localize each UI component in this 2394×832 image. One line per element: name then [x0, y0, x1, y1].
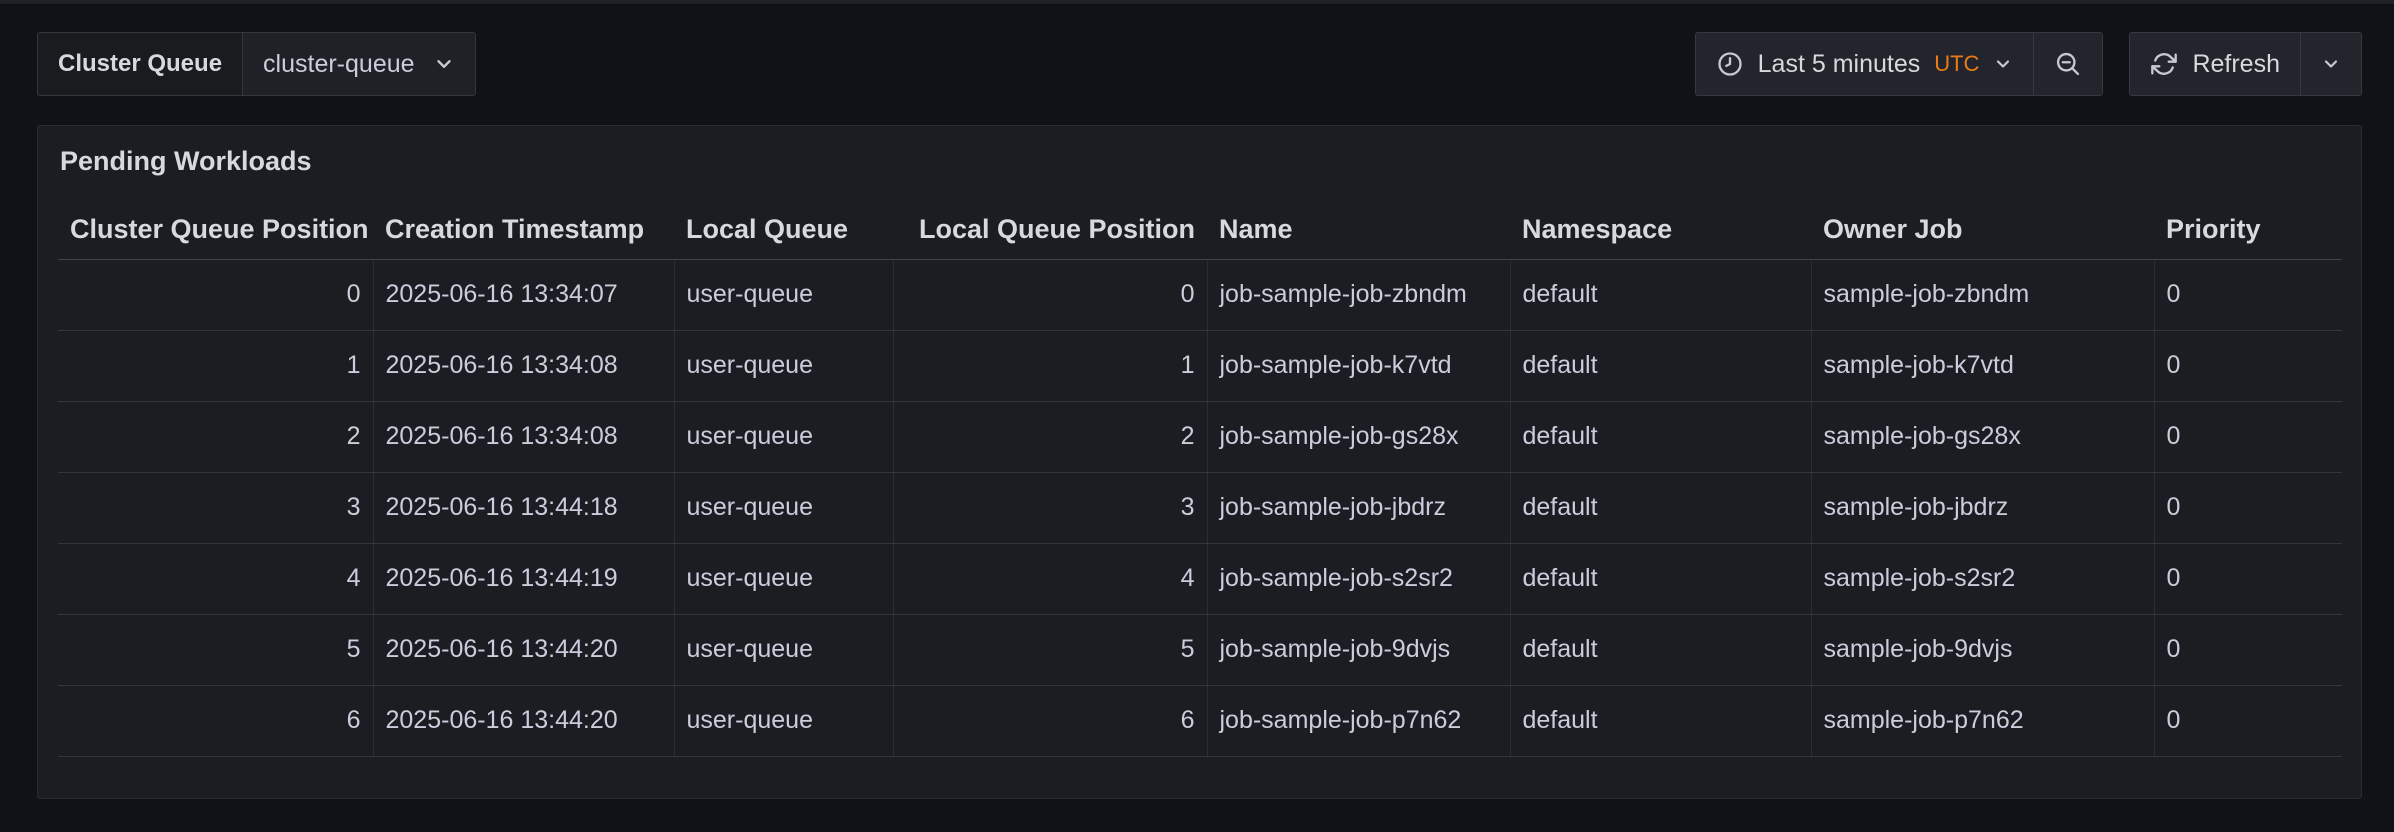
- table-cell: 4: [893, 543, 1208, 615]
- table-cell: job-sample-job-jbdrz: [1207, 472, 1511, 544]
- pending-workloads-panel: Pending Workloads Cluster Queue Position…: [37, 125, 2362, 799]
- time-controls-group: Last 5 minutes UTC: [1694, 32, 2104, 96]
- table-cell: job-sample-job-zbndm: [1207, 259, 1511, 331]
- table-row: 6 2025-06-16 13:44:20 user-queue 6 job-sampl…: [58, 685, 2342, 757]
- chevron-down-icon: [2321, 54, 2341, 74]
- table-cell: user-queue: [674, 614, 894, 686]
- time-range-picker-button[interactable]: Last 5 minutes UTC: [1696, 33, 2034, 95]
- table-cell: job-sample-job-s2sr2: [1207, 543, 1511, 615]
- column-header-local-queue[interactable]: Local Queue: [674, 201, 893, 260]
- table-cell: 2025-06-16 13:34:08: [373, 330, 675, 402]
- table-cell: 0: [2154, 614, 2342, 686]
- table-cell: 2: [58, 401, 374, 473]
- table-cell: 4: [58, 543, 374, 615]
- table-cell: 2025-06-16 13:44:20: [373, 614, 675, 686]
- table-cell: 3: [893, 472, 1208, 544]
- table-cell: 0: [893, 259, 1208, 331]
- table-cell: sample-job-k7vtd: [1811, 330, 2155, 402]
- table-cell: 5: [58, 614, 374, 686]
- table-cell: default: [1510, 543, 1812, 615]
- refresh-button[interactable]: Refresh: [2130, 33, 2300, 95]
- table-cell: 0: [2154, 330, 2342, 402]
- table-cell: 0: [2154, 543, 2342, 615]
- table-cell: default: [1510, 472, 1812, 544]
- dashboard-toolbar: Cluster Queue cluster-queue Last 5 minut…: [37, 32, 2362, 96]
- timezone-label: UTC: [1934, 51, 1980, 76]
- table-cell: default: [1510, 330, 1812, 402]
- table-cell: user-queue: [674, 543, 894, 615]
- table-cell: sample-job-jbdrz: [1811, 472, 2155, 544]
- table-cell: user-queue: [674, 472, 894, 544]
- table-cell: job-sample-job-gs28x: [1207, 401, 1511, 473]
- table-cell: 0: [2154, 259, 2342, 331]
- table-cell: user-queue: [674, 259, 894, 331]
- table-row: 1 2025-06-16 13:34:08 user-queue 1 job-sampl…: [58, 330, 2342, 402]
- table-cell: 2025-06-16 13:34:08: [373, 401, 675, 473]
- column-header-name[interactable]: Name: [1207, 201, 1510, 260]
- refresh-label: Refresh: [2192, 49, 2280, 78]
- table-cell: 0: [2154, 401, 2342, 473]
- variable-cluster-queue: Cluster Queue cluster-queue: [37, 32, 476, 96]
- refresh-interval-dropdown[interactable]: [2300, 33, 2361, 95]
- table-cell: sample-job-zbndm: [1811, 259, 2155, 331]
- table-row: 3 2025-06-16 13:44:18 user-queue 3 job-sampl…: [58, 472, 2342, 544]
- variable-selected-value: cluster-queue: [263, 49, 415, 78]
- table-cell: user-queue: [674, 401, 894, 473]
- table-cell: default: [1510, 685, 1812, 757]
- nav-bottom-strip: [0, 0, 2394, 5]
- table-cell: 1: [58, 330, 374, 402]
- column-header-owner-job[interactable]: Owner Job: [1811, 201, 2154, 260]
- table-cell: 0: [2154, 472, 2342, 544]
- column-header-namespace[interactable]: Namespace: [1510, 201, 1811, 260]
- table-cell: 2025-06-16 13:44:19: [373, 543, 675, 615]
- table-cell: default: [1510, 259, 1812, 331]
- zoom-out-icon: [2054, 50, 2082, 78]
- zoom-out-button[interactable]: [2033, 33, 2102, 95]
- chevron-down-icon: [1993, 54, 2013, 74]
- table-cell: 6: [893, 685, 1208, 757]
- panel-title[interactable]: Pending Workloads: [60, 146, 312, 176]
- sync-icon: [2150, 50, 2178, 78]
- table-row: 5 2025-06-16 13:44:20 user-queue 5 job-sampl…: [58, 614, 2342, 686]
- table-row: 2 2025-06-16 13:34:08 user-queue 2 job-sampl…: [58, 401, 2342, 473]
- table-cell: sample-job-p7n62: [1811, 685, 2155, 757]
- clock-icon: [1716, 50, 1744, 78]
- toolbar-right: Last 5 minutes UTC Refresh: [1694, 32, 2362, 96]
- column-header-priority[interactable]: Priority: [2154, 201, 2342, 260]
- table-cell: 2025-06-16 13:44:18: [373, 472, 675, 544]
- table-cell: sample-job-9dvjs: [1811, 614, 2155, 686]
- table-body: 0 2025-06-16 13:34:07 user-queue 0 job-sampl…: [58, 259, 2342, 757]
- table-cell: job-sample-job-9dvjs: [1207, 614, 1511, 686]
- pending-workloads-table: Cluster Queue Position Creation Timestamp…: [58, 201, 2342, 757]
- table-cell: default: [1510, 614, 1812, 686]
- chevron-down-icon: [433, 53, 455, 75]
- table-cell: 2025-06-16 13:34:07: [373, 259, 675, 331]
- column-header-cluster-queue-position[interactable]: Cluster Queue Position: [58, 201, 373, 260]
- table-cell: sample-job-gs28x: [1811, 401, 2155, 473]
- table-cell: 2: [893, 401, 1208, 473]
- column-header-local-queue-position[interactable]: Local Queue Position: [893, 201, 1207, 260]
- variable-value-dropdown[interactable]: cluster-queue: [242, 32, 476, 96]
- table-cell: 3: [58, 472, 374, 544]
- column-header-creation-timestamp[interactable]: Creation Timestamp: [373, 201, 674, 260]
- table-cell: user-queue: [674, 330, 894, 402]
- table-cell: 5: [893, 614, 1208, 686]
- table-cell: job-sample-job-p7n62: [1207, 685, 1511, 757]
- table-cell: user-queue: [674, 685, 894, 757]
- table-row: 0 2025-06-16 13:34:07 user-queue 0 job-sampl…: [58, 259, 2342, 331]
- table-row: 4 2025-06-16 13:44:19 user-queue 4 job-sampl…: [58, 543, 2342, 615]
- table-cell: 2025-06-16 13:44:20: [373, 685, 675, 757]
- table-header-row: Cluster Queue Position Creation Timestamp…: [58, 201, 2342, 260]
- time-range-label: Last 5 minutes: [1757, 49, 1921, 78]
- table-cell: sample-job-s2sr2: [1811, 543, 2155, 615]
- table-cell: 1: [893, 330, 1208, 402]
- table-cell: job-sample-job-k7vtd: [1207, 330, 1511, 402]
- table-cell: default: [1510, 401, 1812, 473]
- table-cell: 0: [2154, 685, 2342, 757]
- variable-label: Cluster Queue: [37, 32, 243, 96]
- refresh-group: Refresh: [2129, 32, 2362, 96]
- table-cell: 0: [58, 259, 374, 331]
- table-cell: 6: [58, 685, 374, 757]
